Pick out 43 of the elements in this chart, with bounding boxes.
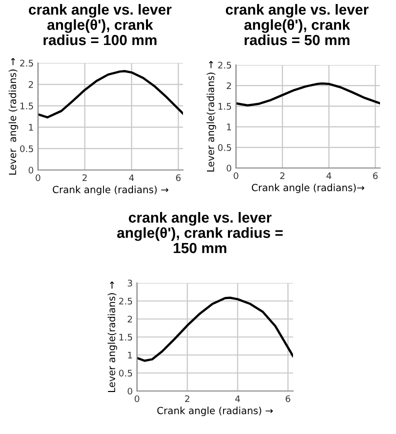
x-tick-label: 0 <box>36 174 40 182</box>
chart-title: crank angle vs. lever angle(θ'), crank radius = 50 mm <box>226 4 369 46</box>
y-tick-label: 0.5 <box>218 144 232 151</box>
x-tick-label: 0 <box>134 395 140 402</box>
y-tick-label: 2 <box>28 81 33 88</box>
y-tick-label: 3 <box>128 280 132 287</box>
y-tick-label: 0 <box>226 164 232 172</box>
chart-title: crank angle vs. lever angle(θ'), crank radius = 150 mm <box>117 212 283 254</box>
x-tick-label: 4 <box>235 395 240 402</box>
x-tick-label: 2 <box>82 174 87 182</box>
y-tick-label: 0 <box>28 166 34 174</box>
y-tick-label: 1 <box>29 124 33 131</box>
line-series <box>38 70 183 118</box>
y-tick-label: 1 <box>128 352 132 358</box>
y-axis-title: Lever angle(radians) → <box>108 282 118 392</box>
y-tick-label: 1.5 <box>20 102 34 110</box>
y-tick-label: 0 <box>128 388 132 395</box>
x-tick-label: 6 <box>176 174 181 182</box>
x-tick-label: 2 <box>280 172 284 180</box>
y-tick-label: 0.5 <box>119 370 132 377</box>
y-tick-label: 1.5 <box>119 334 132 341</box>
x-tick-label: 6 <box>286 395 290 402</box>
x-axis-title: Crank angle (radians) → <box>52 186 168 196</box>
y-tick-label: 1 <box>227 124 231 130</box>
y-tick-label: 2.5 <box>119 298 132 305</box>
x-axis-title: Crank angle (radians) → <box>157 406 273 416</box>
y-tick-label: 1.5 <box>218 103 232 110</box>
line-series <box>236 82 380 106</box>
y-tick-label: 0.5 <box>20 145 34 152</box>
x-tick-label: 4 <box>326 172 332 180</box>
x-axis-title: Crank angle (radians)→ <box>252 184 364 194</box>
y-axis-title: Lever angle (radians) → <box>8 58 18 175</box>
x-tick-label: 2 <box>185 395 190 402</box>
y-tick-label: 2.5 <box>20 60 34 67</box>
y-tick-label: 2 <box>128 316 132 322</box>
x-tick-label: 6 <box>373 172 378 180</box>
y-axis-title: Lever angle(radians) → <box>206 61 216 172</box>
y-tick-label: 2.5 <box>218 62 232 69</box>
line-series <box>137 296 293 362</box>
chart-title: crank angle vs. lever angle(θ'), crank radius = 100 mm <box>28 4 172 46</box>
x-tick-label: 0 <box>234 172 238 180</box>
x-tick-label: 4 <box>129 174 134 182</box>
y-tick-label: 2 <box>226 82 231 90</box>
